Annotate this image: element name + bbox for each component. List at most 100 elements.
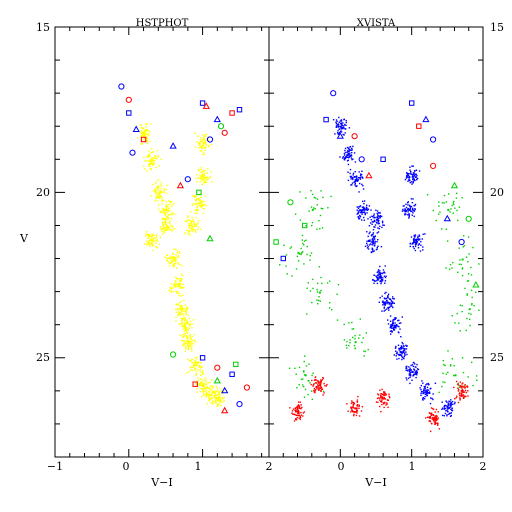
hstphot-dot: [203, 181, 205, 184]
xvista-dot: [351, 158, 353, 161]
hstphot-dot: [218, 400, 221, 403]
xvista-dot: [318, 299, 320, 302]
xvista-dot: [459, 259, 461, 261]
xvista-dot: [422, 391, 424, 393]
xvista-dot: [351, 321, 353, 324]
xvista-dot: [383, 224, 385, 226]
hstphot-dot: [179, 279, 181, 281]
xvista-dot: [338, 116, 340, 119]
xvista-dot: [317, 384, 319, 386]
xvista-dot: [294, 414, 296, 416]
xvista-dot: [407, 377, 410, 379]
xvista-open-marker: [430, 136, 437, 143]
hstphot-dot: [193, 196, 196, 198]
xvista-dot: [441, 228, 443, 230]
xvista-dot: [347, 147, 350, 149]
hstphot-dot: [160, 210, 163, 213]
hstphot-dot: [185, 327, 187, 329]
xvista-dot: [408, 178, 411, 180]
xvista-dot: [403, 205, 405, 207]
hstphot-dot: [157, 179, 160, 181]
hstphot-dot: [161, 208, 164, 210]
xvista-dot: [358, 415, 361, 417]
xvista-dot: [303, 370, 305, 372]
xvista-dot: [378, 212, 380, 214]
xvista-dot: [369, 239, 371, 241]
xvista-dot: [377, 231, 380, 233]
xvista-dot: [376, 210, 379, 212]
xvista-dot: [413, 239, 415, 242]
xvista-dot: [300, 411, 302, 414]
hstphot-dot: [221, 401, 224, 403]
xvista-dot: [408, 373, 411, 375]
hstphot-dot: [212, 403, 214, 405]
hstphot-dot: [156, 240, 159, 242]
hstphot-dot: [186, 221, 188, 223]
xvista-dot: [377, 245, 379, 247]
xvista-open-marker: [302, 222, 308, 229]
hstphot-dot: [201, 153, 204, 156]
xvista-dot: [302, 384, 304, 386]
hstphot-dot: [167, 210, 169, 212]
hstphot-dot: [154, 200, 156, 202]
xvista-dot: [436, 419, 438, 421]
hstphot-dot: [201, 380, 203, 382]
hstphot-dot: [201, 366, 203, 368]
hstphot-dot: [194, 209, 197, 211]
hstphot-dot: [204, 195, 207, 197]
xvista-dot: [459, 399, 461, 401]
hstphot-dot: [158, 208, 160, 210]
xvista-dot: [449, 401, 451, 403]
hstphot-dot: [162, 228, 164, 230]
xvista-dot: [299, 191, 301, 193]
hstphot-dot: [194, 362, 196, 364]
xvista-dot: [350, 411, 352, 413]
hstphot-dot: [195, 209, 198, 211]
xvista-dot: [358, 407, 360, 410]
xvista-dot: [408, 216, 410, 218]
xvista-dot: [458, 247, 460, 249]
xvista-dot: [318, 266, 321, 268]
xvista-dot: [417, 244, 419, 246]
hstphot-dot: [204, 135, 206, 137]
xvista-dot: [360, 174, 363, 176]
hstphot-dot: [191, 327, 193, 329]
xvista-dot: [450, 402, 453, 405]
hstphot-dot: [150, 157, 152, 160]
hstphot-dot: [200, 168, 202, 170]
xvista-dot: [297, 404, 300, 406]
hstphot-dot: [181, 321, 183, 324]
xvista-dot: [394, 347, 397, 349]
hstphot-dot: [187, 233, 189, 235]
hstphot-dot: [149, 234, 151, 236]
xvista-dot: [347, 410, 349, 412]
xvista-dot: [431, 407, 434, 410]
xvista-dot: [430, 430, 432, 433]
xvista-dot: [382, 304, 384, 306]
hstphot-open-marker: [132, 125, 140, 132]
hstphot-dot: [148, 242, 151, 244]
xvista-dot: [314, 197, 317, 199]
xvista-dot: [381, 397, 383, 400]
xvista-dot: [343, 157, 346, 159]
xvista-dot: [315, 382, 318, 384]
xvista-dot: [371, 239, 373, 241]
xvista-dot: [379, 274, 381, 276]
hstphot-dot: [140, 143, 142, 145]
xvista-dot: [298, 405, 301, 407]
xvista-open-marker: [458, 238, 465, 246]
hstphot-dot: [155, 236, 158, 239]
xvista-dot: [463, 235, 465, 237]
xvista-dot: [424, 389, 426, 392]
hstphot-dot: [172, 290, 175, 293]
xvista-dot: [447, 410, 449, 413]
xvista-dot: [330, 195, 332, 198]
xvista-dot: [298, 384, 300, 386]
xvista-dot: [423, 398, 426, 400]
xvista-dot: [427, 382, 430, 385]
hstphot-dot: [147, 129, 149, 132]
xvista-dot: [306, 253, 308, 256]
xvista-dot: [422, 398, 424, 401]
hstphot-dot: [172, 226, 174, 228]
xvista-dot: [467, 376, 469, 378]
